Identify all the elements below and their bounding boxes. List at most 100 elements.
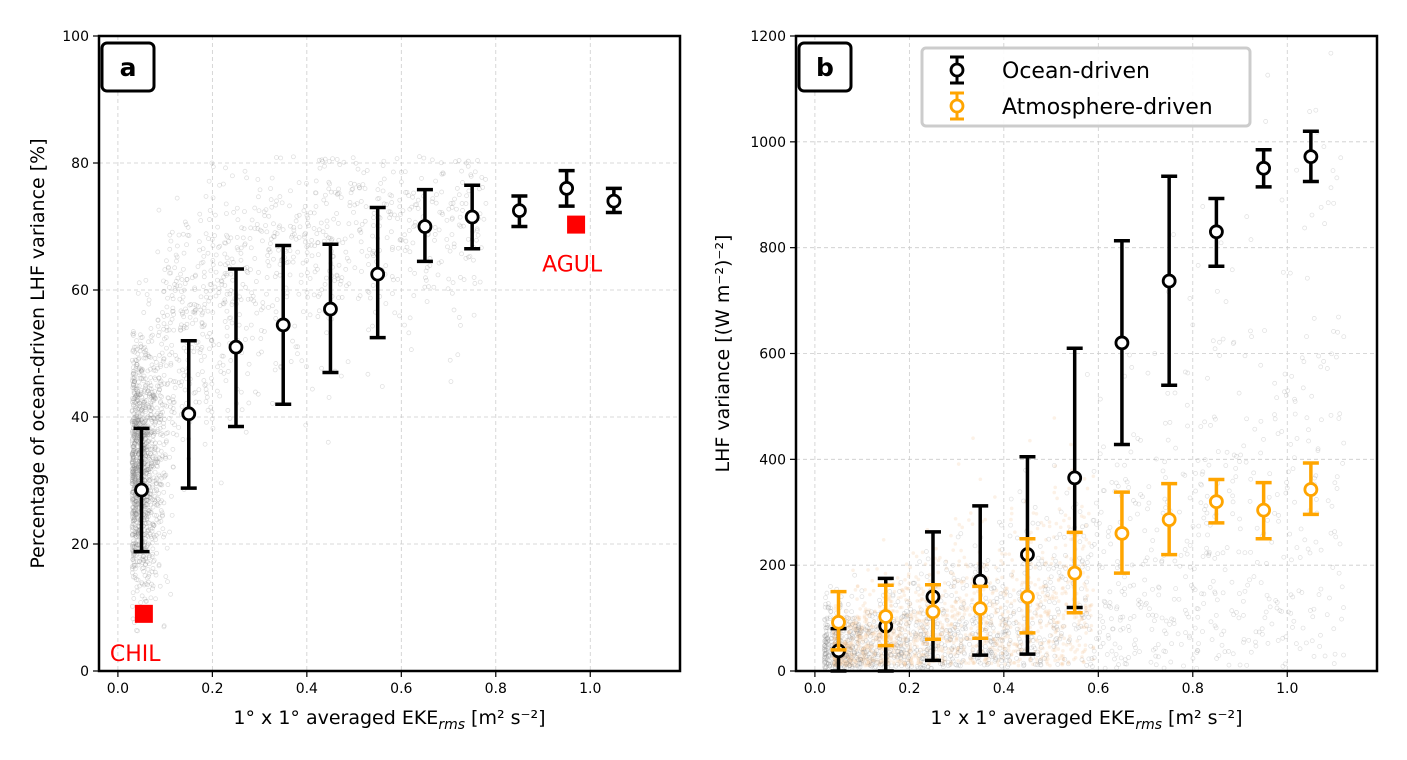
data-point <box>370 266 386 282</box>
background-point-ocean <box>1248 476 1254 482</box>
background-point <box>134 435 140 441</box>
background-point-atmos <box>984 620 989 625</box>
background-point-ocean <box>991 585 996 590</box>
background-point-atmos <box>858 633 862 638</box>
background-point-atmos <box>851 621 856 626</box>
background-point-atmos <box>916 583 921 588</box>
background-point <box>392 310 398 316</box>
background-point-atmos <box>843 609 848 614</box>
background-point-atmos <box>959 579 964 584</box>
background-point <box>336 190 342 196</box>
background-point-atmos <box>1080 504 1084 509</box>
background-point-atmos <box>860 649 865 654</box>
background-point <box>238 389 244 395</box>
background-point-atmos <box>849 646 853 651</box>
background-point <box>148 464 154 470</box>
background-point <box>234 205 240 211</box>
background-point <box>397 197 403 203</box>
background-point-atmos <box>1056 658 1060 662</box>
background-point <box>143 418 149 423</box>
background-point <box>146 461 152 467</box>
background-point-ocean <box>1101 625 1106 630</box>
background-point-ocean <box>948 653 954 658</box>
background-point-atmos <box>936 558 941 563</box>
background-point <box>208 338 214 343</box>
background-point <box>157 515 162 521</box>
background-point <box>143 435 149 441</box>
background-point <box>435 272 441 278</box>
background-point-ocean <box>1133 637 1138 643</box>
background-point-ocean <box>901 610 907 616</box>
background-point-atmos <box>969 598 974 603</box>
background-point <box>134 458 140 464</box>
background-point-ocean <box>964 583 970 588</box>
background-point-atmos <box>1082 515 1086 520</box>
background-point-ocean <box>1226 488 1232 494</box>
background-point <box>439 259 444 265</box>
y-tick-label: 100 <box>62 29 89 45</box>
background-point <box>134 361 140 367</box>
background-point <box>192 285 197 291</box>
background-point-ocean <box>1230 651 1236 657</box>
background-point-ocean <box>873 664 879 670</box>
background-point-atmos <box>992 647 997 652</box>
background-point-ocean <box>1131 582 1137 588</box>
background-point <box>130 544 135 550</box>
background-point <box>210 164 216 170</box>
background-point <box>224 308 230 314</box>
background-point-atmos <box>857 643 862 648</box>
background-point <box>148 417 154 422</box>
background-point-atmos <box>956 645 961 650</box>
background-point <box>332 189 338 195</box>
data-point <box>228 339 244 355</box>
background-point <box>170 406 176 411</box>
background-point-ocean <box>822 659 828 665</box>
background-point <box>164 545 170 551</box>
background-point-ocean <box>1084 663 1089 668</box>
background-point-ocean <box>1215 551 1221 557</box>
background-point-atmos <box>955 650 959 655</box>
background-point-atmos <box>1047 524 1052 529</box>
background-point <box>174 258 179 264</box>
background-point <box>293 218 299 224</box>
background-point <box>228 315 233 321</box>
background-point-atmos <box>1046 657 1050 661</box>
background-point <box>138 368 144 374</box>
background-point-atmos <box>897 659 901 664</box>
background-point <box>174 432 180 438</box>
background-point-ocean <box>1242 550 1248 556</box>
background-point-ocean <box>1129 562 1135 568</box>
background-point <box>171 379 176 384</box>
background-point-atmos <box>875 634 880 639</box>
background-point <box>338 195 344 200</box>
background-point <box>358 199 364 204</box>
background-point <box>432 225 438 230</box>
background-point <box>279 200 285 206</box>
background-point <box>197 247 202 253</box>
background-point <box>315 240 321 246</box>
background-point <box>249 217 255 223</box>
background-point <box>370 323 375 329</box>
background-point <box>146 404 151 410</box>
background-point-atmos <box>853 658 857 663</box>
background-point-atmos <box>936 643 940 648</box>
background-point <box>160 453 166 459</box>
background-point <box>133 435 139 440</box>
background-point <box>130 348 136 354</box>
background-point-ocean <box>827 663 832 669</box>
background-point-atmos <box>852 662 856 666</box>
background-point-ocean <box>1238 452 1243 458</box>
background-point <box>466 254 471 260</box>
background-point-ocean <box>1233 474 1239 480</box>
background-point-ocean <box>859 628 864 634</box>
background-point-atmos <box>855 647 860 651</box>
background-point-atmos <box>1008 625 1013 629</box>
background-point-atmos <box>854 648 858 653</box>
background-point <box>163 574 169 579</box>
background-point-atmos <box>961 648 966 652</box>
background-point-atmos <box>833 658 838 663</box>
background-point-ocean <box>1297 646 1303 652</box>
background-point-atmos <box>1059 633 1064 638</box>
background-point <box>143 530 149 536</box>
background-point-atmos <box>880 657 885 662</box>
